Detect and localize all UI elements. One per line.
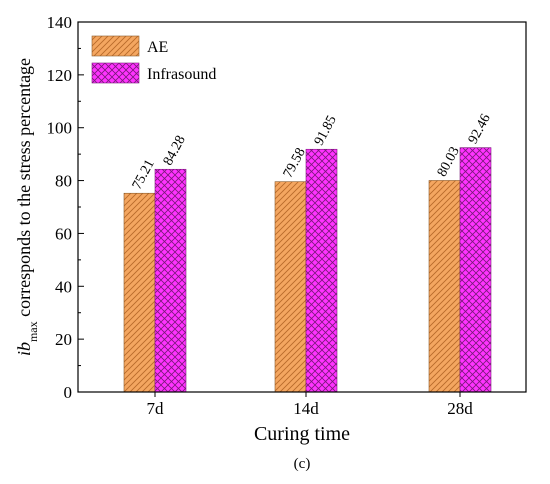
bar-infrasound-14d — [305, 148, 338, 393]
y-axis-label: ibmax corresponds to the stress percenta… — [14, 58, 40, 356]
y-tick-label: 80 — [55, 172, 72, 191]
bar-ae-7d — [123, 192, 156, 393]
y-axis-label-subscript: max — [26, 321, 40, 342]
data-label-infrasound-14d: 91.85 — [312, 113, 340, 148]
y-axis-label-rest: corresponds to the stress percentage — [14, 58, 34, 321]
legend-label-ae: AE — [147, 39, 168, 56]
bars-layer — [123, 147, 492, 393]
x-tick-label: 7d — [147, 399, 165, 418]
data-label-ae-14d: 79.58 — [281, 146, 309, 181]
y-axis: 0 20 40 60 80 100 120 140 — [47, 13, 84, 402]
x-tick-label: 14d — [293, 399, 319, 418]
y-tick-label: 140 — [47, 13, 73, 32]
y-tick-label: 0 — [64, 383, 73, 402]
legend-label-infrasound: Infrasound — [147, 66, 216, 83]
bar-infrasound-28d — [459, 147, 492, 393]
y-tick-label: 100 — [47, 119, 73, 138]
y-axis-label-main: ib — [14, 342, 34, 356]
bar-infrasound-7d — [154, 168, 187, 393]
data-label-ae-28d: 80.03 — [435, 145, 463, 180]
data-label-ae-7d: 75.21 — [130, 157, 158, 192]
data-label-infrasound-7d: 84.28 — [161, 133, 189, 168]
bar-ae-14d — [274, 181, 307, 393]
y-tick-label: 60 — [55, 224, 72, 243]
bar-ae-28d — [428, 180, 461, 393]
data-label-infrasound-28d: 92.46 — [466, 112, 494, 147]
y-tick-label: 20 — [55, 330, 72, 349]
y-tick-label: 40 — [55, 277, 72, 296]
x-axis: 7d 14d 28d — [147, 392, 473, 418]
x-tick-label: 28d — [447, 399, 473, 418]
y-tick-label: 120 — [47, 66, 73, 85]
x-axis-label: Curing time — [254, 423, 350, 445]
figure-caption: (c) — [294, 456, 311, 472]
legend: AE Infrasound — [91, 35, 216, 84]
legend-swatch-ae — [91, 35, 140, 57]
legend-swatch-infrasound — [91, 62, 140, 84]
